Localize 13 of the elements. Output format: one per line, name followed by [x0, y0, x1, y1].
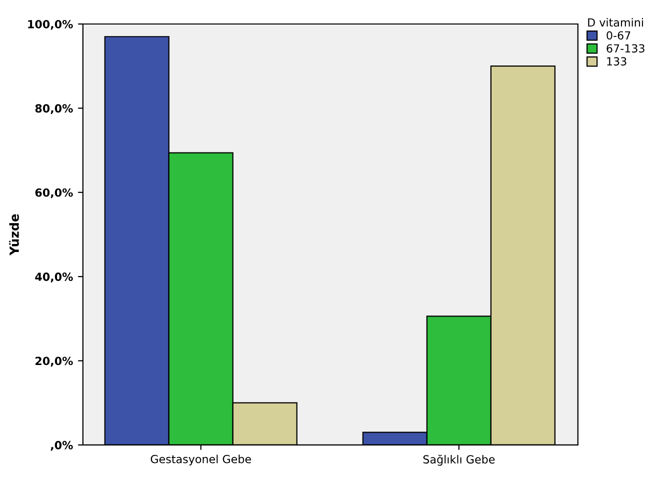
x-tick-label: Sağlıklı Gebe — [423, 454, 495, 466]
y-tick-label: 80,0% — [35, 104, 73, 114]
x-tick-label: Gestasyonel Gebe — [150, 454, 251, 466]
y-tick-label: ,0% — [50, 440, 73, 451]
y-tick-label: 40,0% — [35, 272, 73, 282]
y-axis-title: Yüzde — [9, 214, 19, 256]
y-tick-label: 60,0% — [35, 188, 73, 198]
legend-label: 133 — [607, 57, 626, 66]
legend-title: D vitamini — [588, 18, 643, 27]
legend-label: 0-67 — [606, 31, 630, 40]
y-tick-label: 20,0% — [36, 356, 73, 367]
legend-label: 67-133 — [606, 44, 644, 53]
y-tick-label: 100,0% — [28, 20, 73, 30]
